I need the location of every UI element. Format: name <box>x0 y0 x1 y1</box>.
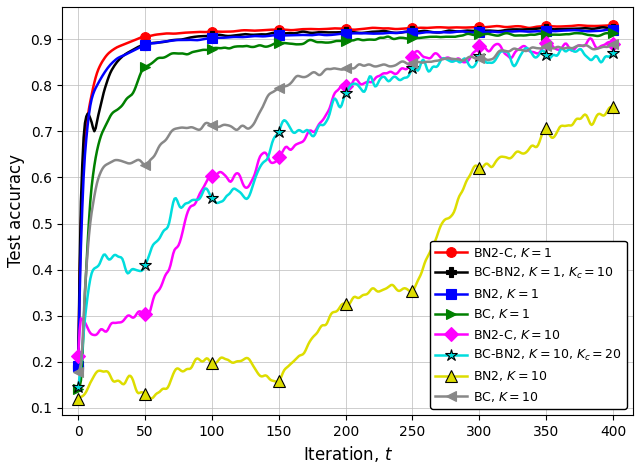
BC, $K = 1$ <box>74 387 82 392</box>
BC-BN2, $K = 1$, $K_c = 10$ <box>267 31 275 36</box>
BN2-C, $K = 1$ <box>74 364 82 369</box>
BN2-C, $K = 10$ <box>144 313 152 318</box>
BN2-C, $K = 10$ <box>609 41 617 47</box>
BC-BN2, $K = 1$, $K_c = 10$ <box>415 29 423 34</box>
BC, $K = 10$ <box>466 54 474 59</box>
BC, $K = 10$ <box>74 369 82 374</box>
BC-BN2, $K = 10$, $K_c = 20$ <box>343 88 351 94</box>
BC, $K = 10$ <box>343 65 351 71</box>
BN2-C, $K = 1$ <box>343 26 351 32</box>
BC-BN2, $K = 10$, $K_c = 20$ <box>267 145 275 151</box>
BN2, $K = 10$ <box>367 287 375 292</box>
BN2-C, $K = 1$ <box>367 25 375 31</box>
Line: BC, $K = 10$: BC, $K = 10$ <box>74 39 618 377</box>
BC-BN2, $K = 10$, $K_c = 20$ <box>144 256 152 262</box>
Line: BN2-C, $K = 10$: BN2-C, $K = 10$ <box>74 33 618 361</box>
BN2-C, $K = 10$ <box>367 80 375 85</box>
BN2-C, $K = 10$ <box>74 353 82 359</box>
BC, $K = 1$ <box>343 37 351 43</box>
BN2, $K = 10$ <box>144 393 152 399</box>
BC, $K = 1$ <box>605 30 613 36</box>
X-axis label: Iteration, $t$: Iteration, $t$ <box>303 444 393 464</box>
BN2, $K = 1$ <box>415 30 423 36</box>
Line: BN2, $K = 1$: BN2, $K = 1$ <box>74 25 618 371</box>
BN2-C, $K = 10$ <box>586 35 594 41</box>
BC-BN2, $K = 10$, $K_c = 20$ <box>466 64 474 69</box>
BC, $K = 10$ <box>367 62 375 68</box>
BN2, $K = 1$ <box>609 27 617 32</box>
BN2-C, $K = 10$ <box>466 56 474 61</box>
Line: BN2-C, $K = 1$: BN2-C, $K = 1$ <box>74 20 618 371</box>
BN2, $K = 1$ <box>74 363 82 369</box>
Legend: BN2-C, $K = 1$, BC-BN2, $K = 1$, $K_c = 10$, BN2, $K = 1$, BC, $K = 1$, BN2-C, $: BN2-C, $K = 1$, BC-BN2, $K = 1$, $K_c = … <box>431 241 627 408</box>
BC, $K = 10$ <box>609 41 617 47</box>
BN2-C, $K = 1$ <box>466 24 474 30</box>
BC-BN2, $K = 1$, $K_c = 10$ <box>144 41 152 47</box>
BN2, $K = 10$ <box>74 396 82 401</box>
Line: BN2, $K = 10$: BN2, $K = 10$ <box>73 101 618 404</box>
BN2-C, $K = 1$ <box>415 25 423 31</box>
BN2, $K = 1$ <box>367 31 375 36</box>
BC-BN2, $K = 1$, $K_c = 10$ <box>598 24 606 30</box>
BC, $K = 1$ <box>609 31 617 36</box>
BN2-C, $K = 10$ <box>343 85 351 91</box>
BC-BN2, $K = 10$, $K_c = 20$ <box>367 74 375 80</box>
BC, $K = 1$ <box>415 35 423 41</box>
Line: BC-BN2, $K = 10$, $K_c = 20$: BC-BN2, $K = 10$, $K_c = 20$ <box>72 41 620 394</box>
BN2, $K = 10$ <box>609 104 617 110</box>
BC-BN2, $K = 10$, $K_c = 20$ <box>415 66 423 72</box>
BC, $K = 1$ <box>144 63 152 68</box>
BN2, $K = 10$ <box>267 377 275 383</box>
BC-BN2, $K = 10$, $K_c = 20$ <box>522 45 530 51</box>
BC, $K = 1$ <box>367 37 375 42</box>
BC-BN2, $K = 1$, $K_c = 10$ <box>609 26 617 32</box>
BC-BN2, $K = 10$, $K_c = 20$ <box>609 50 617 56</box>
BN2-C, $K = 1$ <box>144 33 152 39</box>
BN2, $K = 10$ <box>343 302 351 308</box>
BN2, $K = 10$ <box>608 104 616 110</box>
BC-BN2, $K = 1$, $K_c = 10$ <box>343 29 351 35</box>
BN2, $K = 1$ <box>605 27 613 32</box>
BC-BN2, $K = 1$, $K_c = 10$ <box>74 365 82 370</box>
BN2, $K = 10$ <box>415 275 423 281</box>
BN2-C, $K = 10$ <box>415 49 423 55</box>
BC, $K = 10$ <box>267 90 275 96</box>
BN2, $K = 1$ <box>343 31 351 37</box>
BN2, $K = 1$ <box>267 32 275 38</box>
BN2-C, $K = 1$ <box>267 27 275 32</box>
BN2, $K = 1$ <box>144 41 152 47</box>
Y-axis label: Test accuracy: Test accuracy <box>7 154 25 268</box>
BC-BN2, $K = 1$, $K_c = 10$ <box>367 29 375 35</box>
BC, $K = 1$ <box>267 43 275 49</box>
Line: BC-BN2, $K = 1$, $K_c = 10$: BC-BN2, $K = 1$, $K_c = 10$ <box>74 23 618 372</box>
BC, $K = 10$ <box>415 59 423 65</box>
BN2-C, $K = 1$ <box>609 23 617 28</box>
BC-BN2, $K = 10$, $K_c = 20$ <box>74 384 82 390</box>
BC-BN2, $K = 1$, $K_c = 10$ <box>466 28 474 33</box>
BN2, $K = 10$ <box>466 172 474 178</box>
BC, $K = 1$ <box>466 31 474 37</box>
BC, $K = 10$ <box>144 161 152 166</box>
Line: BC, $K = 1$: BC, $K = 1$ <box>74 28 618 394</box>
BN2-C, $K = 10$ <box>267 160 275 165</box>
BN2, $K = 1$ <box>466 30 474 35</box>
